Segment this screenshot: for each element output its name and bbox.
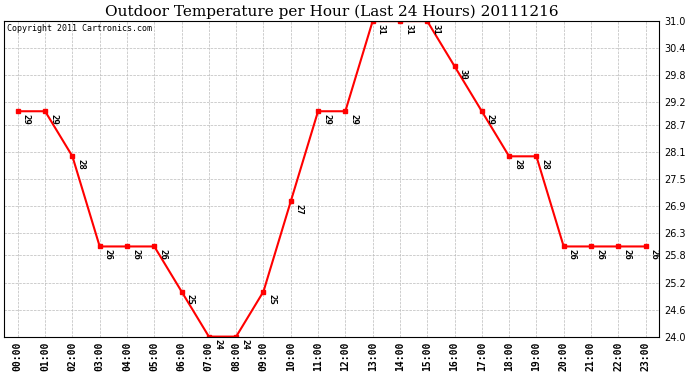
Text: 29: 29 [49,114,58,125]
Text: 31: 31 [404,24,413,34]
Text: 28: 28 [77,159,86,170]
Text: 29: 29 [22,114,31,125]
Text: 26: 26 [622,249,631,260]
Text: 26: 26 [595,249,604,260]
Text: 28: 28 [513,159,522,170]
Text: 26: 26 [650,249,659,260]
Text: 26: 26 [131,249,140,260]
Text: 27: 27 [295,204,304,215]
Text: 29: 29 [322,114,331,125]
Text: 31: 31 [431,24,440,34]
Text: 24: 24 [213,339,222,350]
Text: 30: 30 [459,69,468,80]
Title: Outdoor Temperature per Hour (Last 24 Hours) 20111216: Outdoor Temperature per Hour (Last 24 Ho… [105,4,558,18]
Text: 24: 24 [240,339,249,350]
Text: 26: 26 [568,249,577,260]
Text: 31: 31 [377,24,386,34]
Text: 29: 29 [350,114,359,125]
Text: 26: 26 [104,249,113,260]
Text: 25: 25 [268,294,277,305]
Text: 29: 29 [486,114,495,125]
Text: 28: 28 [540,159,549,170]
Text: Copyright 2011 Cartronics.com: Copyright 2011 Cartronics.com [8,24,152,33]
Text: 25: 25 [186,294,195,305]
Text: 26: 26 [159,249,168,260]
